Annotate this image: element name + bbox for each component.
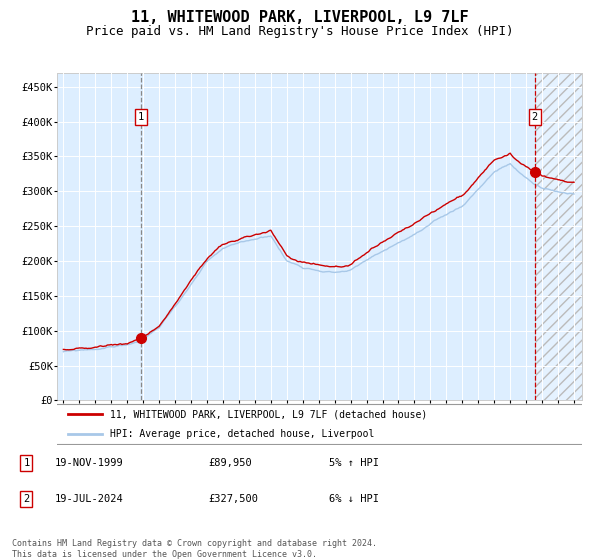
Text: HPI: Average price, detached house, Liverpool: HPI: Average price, detached house, Live… (110, 430, 374, 439)
Text: 11, WHITEWOOD PARK, LIVERPOOL, L9 7LF: 11, WHITEWOOD PARK, LIVERPOOL, L9 7LF (131, 10, 469, 25)
Text: £327,500: £327,500 (208, 494, 258, 505)
Text: 2: 2 (532, 112, 538, 122)
Text: Contains HM Land Registry data © Crown copyright and database right 2024.
This d: Contains HM Land Registry data © Crown c… (12, 539, 377, 559)
FancyBboxPatch shape (55, 404, 584, 444)
Text: 19-JUL-2024: 19-JUL-2024 (55, 494, 124, 505)
Text: 1: 1 (23, 458, 29, 468)
Text: 5% ↑ HPI: 5% ↑ HPI (329, 458, 379, 468)
Bar (535, 73, 582, 400)
Text: 2: 2 (23, 494, 29, 505)
Text: 19-NOV-1999: 19-NOV-1999 (55, 458, 124, 468)
Bar (535, 73, 582, 400)
Text: 1: 1 (138, 112, 145, 122)
Text: £89,950: £89,950 (208, 458, 251, 468)
Text: 6% ↓ HPI: 6% ↓ HPI (329, 494, 379, 505)
Text: Price paid vs. HM Land Registry's House Price Index (HPI): Price paid vs. HM Land Registry's House … (86, 25, 514, 38)
Text: 11, WHITEWOOD PARK, LIVERPOOL, L9 7LF (detached house): 11, WHITEWOOD PARK, LIVERPOOL, L9 7LF (d… (110, 409, 427, 419)
